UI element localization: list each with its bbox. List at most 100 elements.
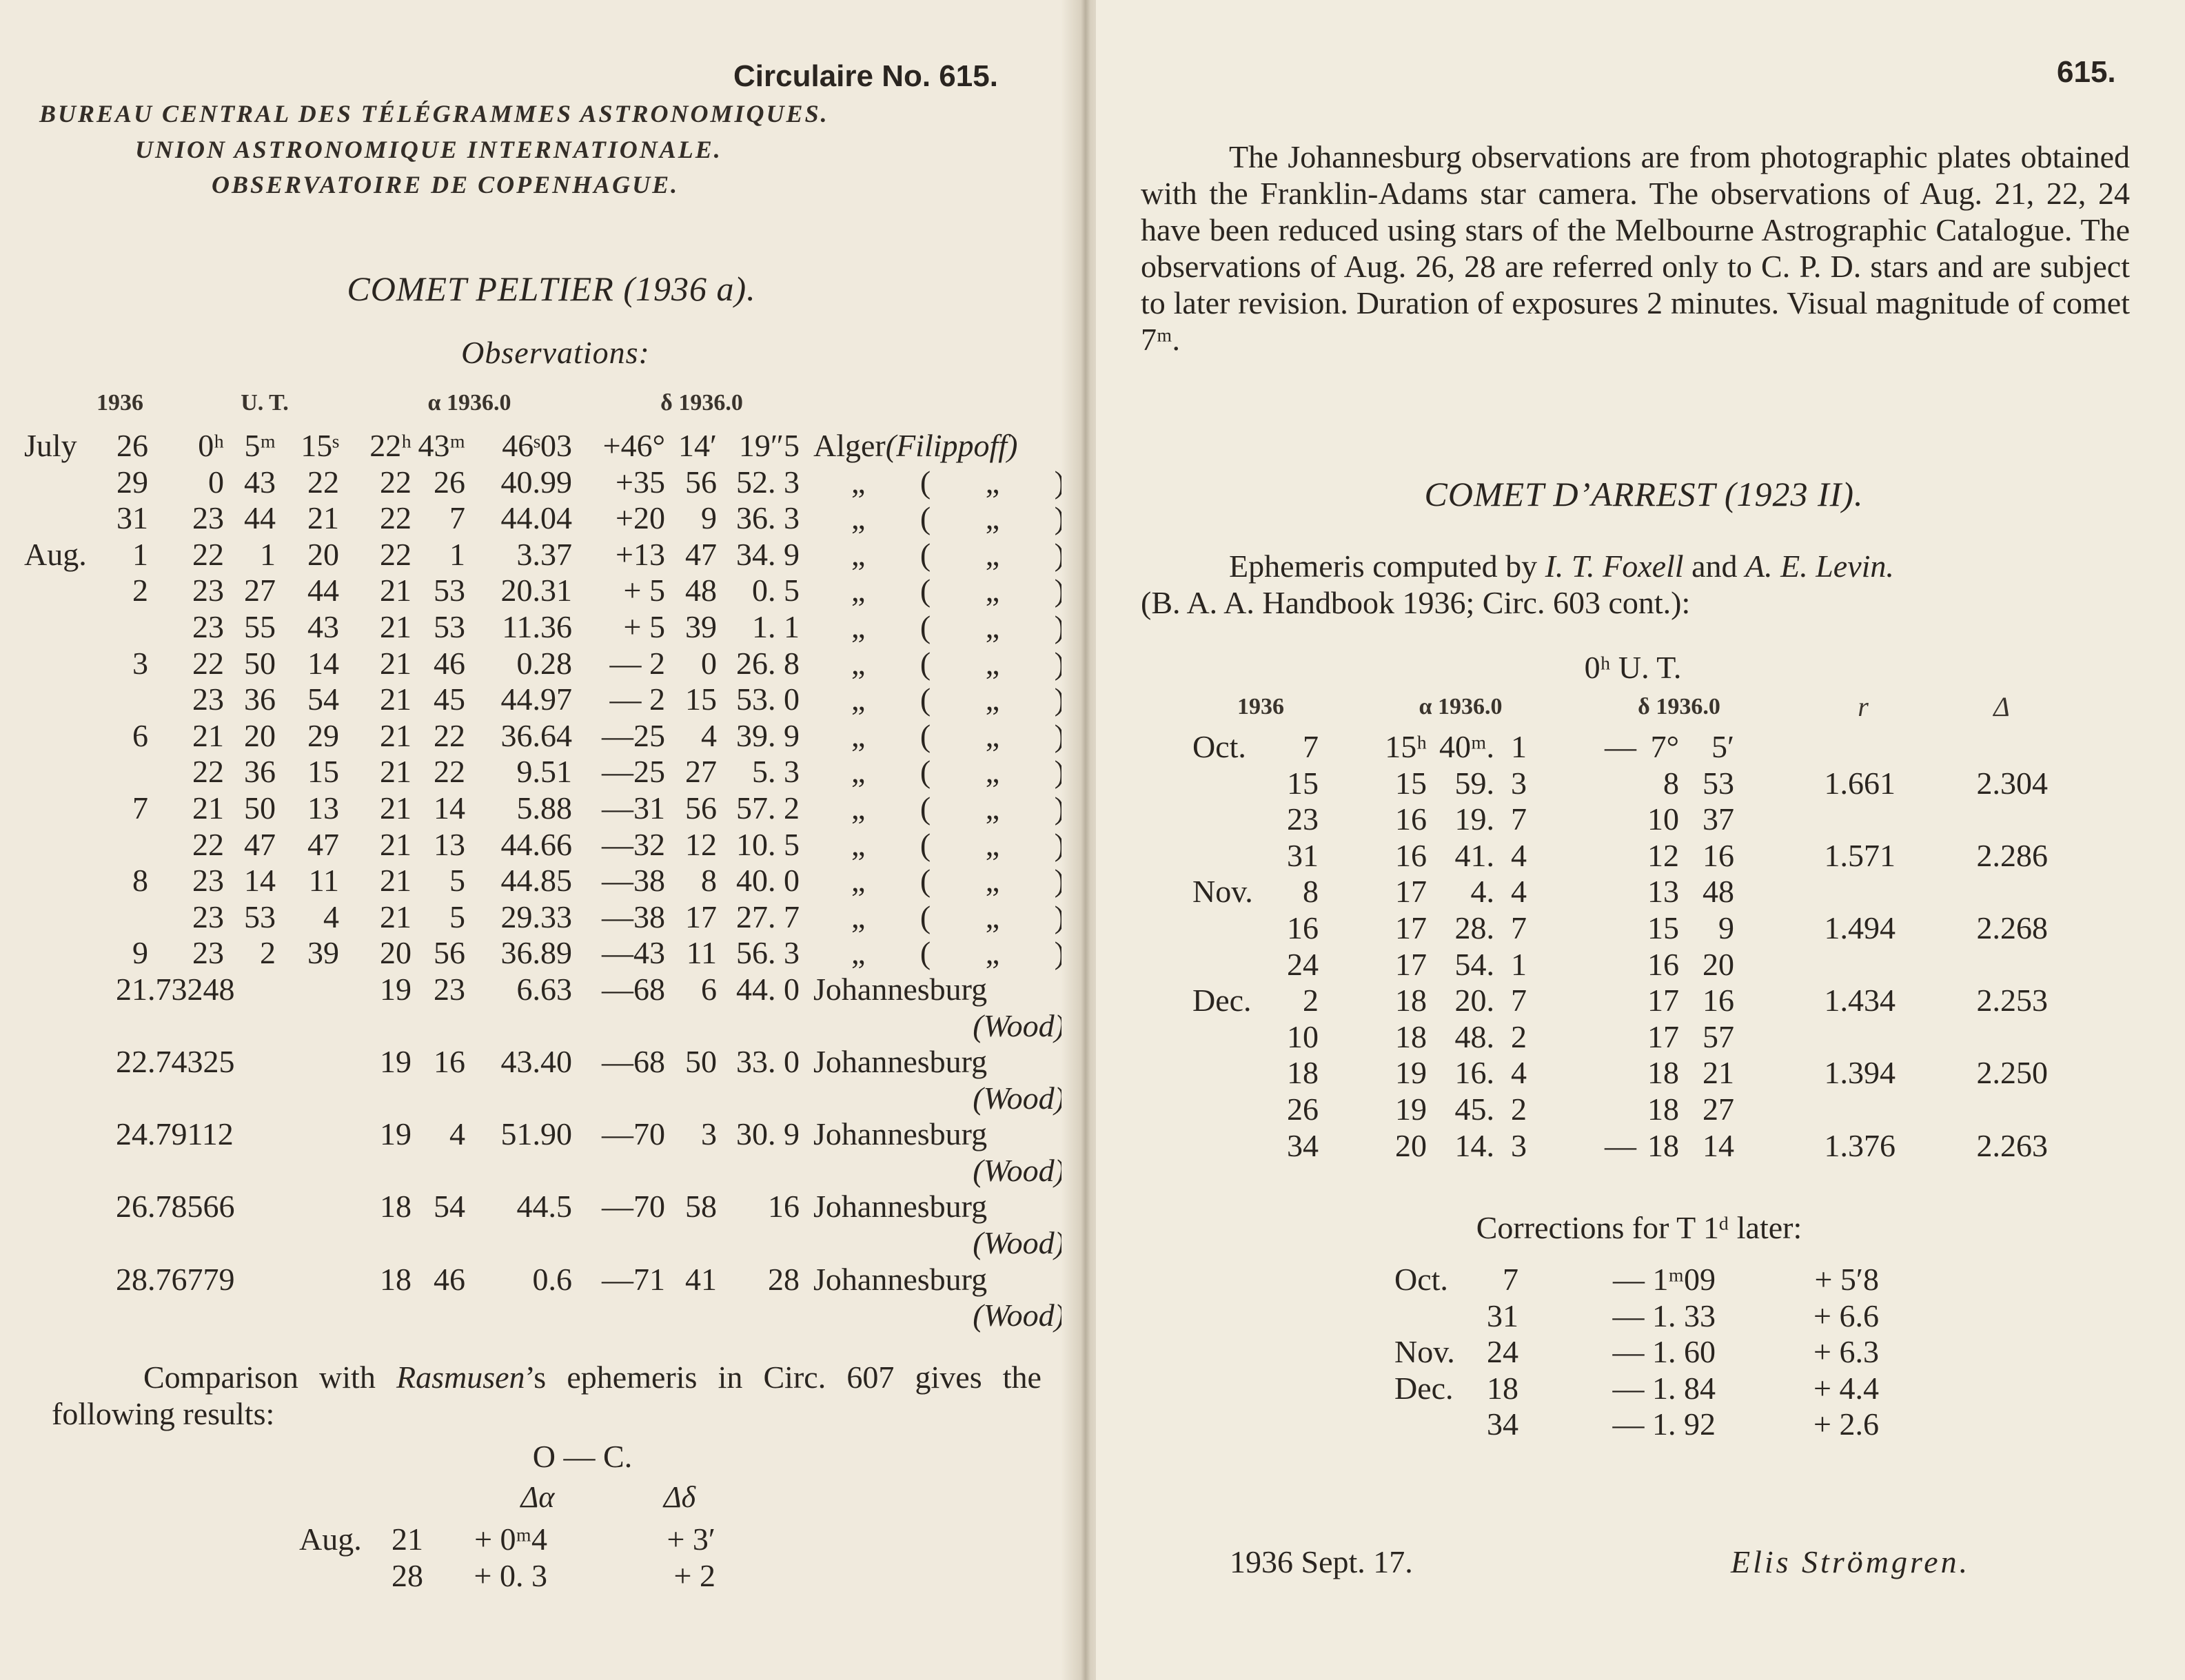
- eph-ra-m: 20.: [1454, 983, 1495, 1018]
- obs-day: 7: [132, 790, 148, 826]
- obs-ra-s: 46ˢ03: [502, 428, 572, 463]
- observer-name: „ ( „ ): [851, 717, 1065, 753]
- corr-month: Oct.: [1394, 1262, 1448, 1297]
- observer-note: (Wood): [973, 1298, 1065, 1333]
- obs-dec-sec: 27. 7: [736, 899, 800, 934]
- obs-ra-h: 21: [380, 754, 411, 790]
- obs-dec-min: 12: [685, 826, 717, 862]
- correction-row: 34 — 1. 92 + 2.6: [1394, 1406, 1879, 1443]
- obs-dec-min: 3: [701, 1116, 717, 1152]
- obs-dec-deg: —38: [602, 863, 665, 899]
- spacer: [800, 718, 813, 755]
- johannesburg-paragraph: The Johannesburg observations are from p…: [1141, 139, 2130, 357]
- comparison-text-after: ’s ephemeris in Circ. 607 gives the foll…: [52, 1360, 1041, 1431]
- spacer: [800, 863, 813, 899]
- obs-ra-h: 21: [380, 826, 411, 862]
- corr-month: Nov.: [1394, 1334, 1455, 1370]
- corr-dec: + 6.6: [1813, 1298, 1879, 1333]
- obs-dec-min: 15: [685, 682, 717, 717]
- obs-observer: „ ( „ ): [813, 935, 1068, 972]
- comparison-paragraph: Comparison with Rasmusen’s ephemeris in …: [52, 1359, 1041, 1432]
- obs-ut-m: 5ᵐ: [244, 428, 276, 463]
- obs-ut-s: 39: [307, 935, 339, 971]
- eph-col-header-dec: δ 1936.0: [1638, 694, 1720, 719]
- obs-observer: „ ( „ ): [813, 863, 1068, 899]
- eph-dec-sign: [1527, 983, 1640, 1019]
- observer-note: (Wood): [973, 1080, 1065, 1116]
- observations-table: July 26 0ʰ 5ᵐ 15ˢ 22ʰ 43ᵐ 46ˢ03 +46° 14′ 19″5 Alger…: [24, 428, 1072, 1334]
- observer-name: „ ( „ ): [851, 500, 1065, 536]
- obs-month: [24, 500, 107, 537]
- eph-ra-m: 41.: [1454, 837, 1495, 873]
- obs-ra-h: 21: [380, 608, 411, 644]
- obs-ra-h: 22: [380, 500, 411, 536]
- eph-month: Oct.: [1192, 729, 1246, 764]
- circular-date: 1936 Sept. 17.: [1230, 1544, 1413, 1579]
- obs-month: [24, 790, 107, 827]
- eph-ra-h: 18: [1395, 983, 1427, 1018]
- obs-ut-s: 15: [307, 754, 339, 790]
- obs-dec-deg: — 2: [609, 645, 666, 681]
- eph-delta: 2.286: [1976, 837, 2049, 873]
- eph-col-header-year: 1936: [1237, 694, 1284, 719]
- obs-dec-min: 27: [685, 754, 717, 790]
- eph-r: 1.661: [1824, 765, 1896, 801]
- obs-ut-m: 27: [244, 573, 276, 608]
- eph-month: [1192, 766, 1275, 802]
- eph-delta: [1896, 874, 2048, 910]
- obs-ut-h: 21: [192, 717, 224, 753]
- obs-date: 26.78566: [116, 1189, 235, 1225]
- eph-month: [1192, 1055, 1275, 1092]
- obs-observer: „ ( „ ): [813, 646, 1068, 682]
- obs-dec-deg: —68: [602, 1044, 665, 1080]
- obs-dec-min: 6: [701, 971, 717, 1007]
- eph-dec-sign: —: [1605, 729, 1636, 764]
- eph-day: 23: [1287, 801, 1319, 837]
- eph-ra-h: 19: [1395, 1055, 1427, 1091]
- obs-ra-m: 46: [434, 645, 465, 681]
- obs-dec-deg: —71: [602, 1261, 665, 1297]
- eph-dec-min: 21: [1703, 1055, 1734, 1091]
- obs-ut-s: 14: [307, 645, 339, 681]
- eph-ra-m: 28.: [1454, 910, 1495, 945]
- obs-dec-min: 39: [685, 608, 717, 644]
- obs-observer: Johannesburg: [813, 1044, 1068, 1080]
- eph-day: 8: [1303, 874, 1319, 910]
- eph-r: [1734, 1019, 1896, 1056]
- obs-dec-deg: —25: [602, 754, 665, 790]
- eph-month: [1192, 838, 1275, 874]
- obs-ut-h: 0ʰ: [198, 428, 224, 463]
- obs-ut-s: 54: [307, 682, 339, 717]
- obs-ra-h: 18: [380, 1189, 411, 1225]
- observer-name: „ ( „ ): [851, 899, 1065, 934]
- observation-row: 31 23 44 21 22 7 44.04 +20 9 36. 3 „ ( „ ): [24, 500, 1072, 537]
- observation-row: 6 21 20 29 21 22 36.64 —25 4 39. 9 „ ( „ ): [24, 718, 1072, 755]
- eph-month: [1192, 1092, 1275, 1128]
- eph-ra-h: 16: [1395, 837, 1427, 873]
- obs-dec-deg: +13: [616, 536, 665, 572]
- eph-delta: [1896, 1019, 2048, 1056]
- eph-dec-deg: 18: [1647, 1091, 1679, 1127]
- obs-ra-s: 44.85: [500, 863, 573, 899]
- eph-day: 18: [1287, 1055, 1319, 1091]
- eph-dec-sign: [1527, 766, 1640, 802]
- col-header-dec: δ 1936.0: [660, 390, 743, 416]
- obs-ra-s: 0.6: [532, 1261, 573, 1297]
- corr-month: Dec.: [1394, 1370, 1454, 1406]
- obs-ut-s: 20: [307, 536, 339, 572]
- obs-dec-deg: —70: [602, 1189, 665, 1225]
- obs-month: [24, 573, 107, 609]
- observation-row: 2 23 27 44 21 53 20.31 + 5 48 0. 5 „ ( „ ): [24, 573, 1072, 609]
- obs-ut-m: 1: [260, 536, 276, 572]
- obs-dec-sec: 1. 1: [752, 608, 800, 644]
- obs-ut-m: 55: [244, 608, 276, 644]
- obs-month: [24, 464, 107, 501]
- obs-ut-s: 44: [307, 573, 339, 608]
- obs-ra-m: 7: [449, 500, 465, 536]
- eph-dec-deg: 7°: [1650, 729, 1679, 764]
- corrections-table: Oct. 7 — 1ᵐ09 + 5′8 31 — 1. 33 + 6.6 Nov. 24 — 1.…: [1394, 1262, 1879, 1443]
- obs-ra-m: 22: [434, 717, 465, 753]
- obs-dec-sec: 56. 3: [736, 935, 800, 971]
- observation-row: 23 36 54 21 45 44.97 — 2 15 53. 0 „ ( „ ): [24, 682, 1072, 718]
- eph-ra-m: 54.: [1454, 946, 1495, 982]
